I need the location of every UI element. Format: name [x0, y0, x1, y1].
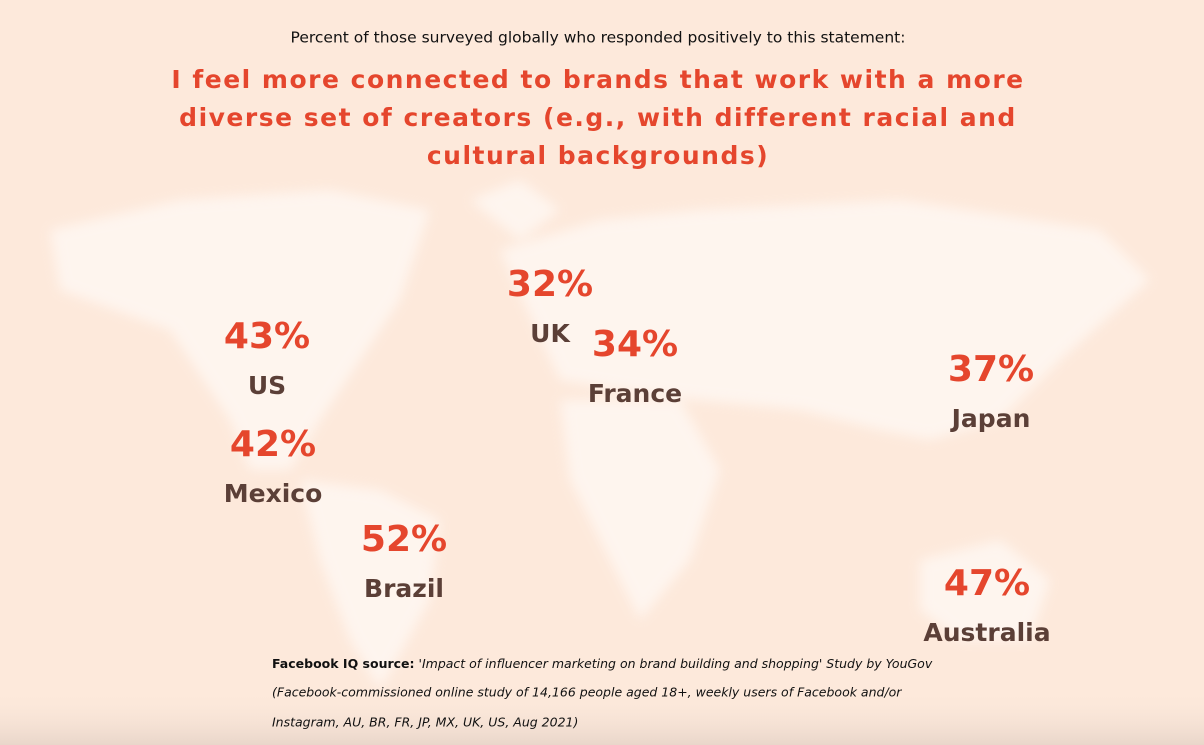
source-line: Instagram, AU, BR, FR, JP, MX, UK, US, A…: [272, 715, 578, 730]
headline: I feel more connected to brands that wor…: [171, 65, 1024, 94]
source: Facebook IQ source: 'Impact of influence…: [272, 656, 933, 671]
headline: diverse set of creators (e.g., with diff…: [179, 103, 1017, 132]
region-name: France: [588, 379, 682, 408]
region-name: Australia: [923, 618, 1050, 647]
region-name: Mexico: [224, 479, 323, 508]
source-label: Facebook IQ source:: [272, 656, 415, 671]
source-line: 'Impact of influencer marketing on brand…: [419, 656, 933, 671]
region-value: 32%: [507, 264, 593, 305]
region-name: UK: [530, 319, 571, 348]
region-value: 43%: [224, 316, 310, 357]
world-map: [50, 180, 1150, 690]
subtitle: Percent of those surveyed globally who r…: [291, 29, 906, 47]
region-name: US: [248, 371, 286, 400]
headline: cultural backgrounds): [427, 141, 769, 170]
region-value: 52%: [361, 519, 447, 560]
region-value: 34%: [592, 324, 678, 365]
region-value: 37%: [948, 349, 1034, 390]
region-value: 42%: [230, 424, 316, 465]
region-name: Japan: [950, 404, 1031, 433]
source-line: (Facebook-commissioned online study of 1…: [272, 685, 902, 700]
region-name: Brazil: [364, 574, 444, 603]
region-value: 47%: [944, 563, 1030, 604]
bottom-shade: [0, 690, 1204, 745]
